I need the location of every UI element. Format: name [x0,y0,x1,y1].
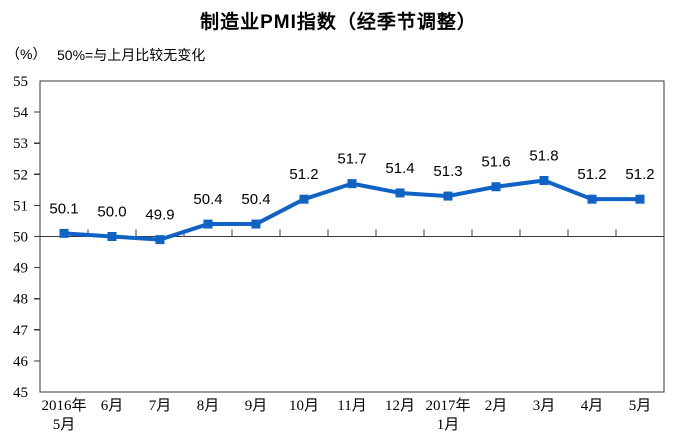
x-axis-label: 3月 [533,398,556,414]
data-point-label: 51.2 [577,166,606,183]
y-axis-label: 55 [13,74,28,90]
x-axis-label: 2月 [485,398,508,414]
data-point-marker [347,179,357,189]
data-point-label: 49.9 [145,207,174,224]
x-axis-label: 4月 [581,398,604,414]
data-point-marker [203,219,213,229]
data-point-marker [443,191,453,201]
x-axis-label: 5月 [629,398,652,414]
x-axis-label: 7月 [149,398,172,414]
x-axis-label: 11月 [337,398,366,414]
y-axis-label: 46 [13,354,29,370]
x-axis-label: 6月 [101,398,124,414]
data-point-marker [155,235,165,245]
data-point-marker [635,194,645,204]
data-point-label: 51.4 [385,160,414,177]
data-point-marker [59,228,69,238]
y-axis-label: 53 [13,136,28,152]
data-point-label: 51.2 [289,166,318,183]
y-axis-unit-label: （%） [6,46,47,62]
data-point-label: 50.1 [49,200,78,217]
data-point-marker [251,219,261,229]
y-axis-label: 48 [13,292,28,308]
data-point-label: 50.4 [193,191,222,208]
data-point-label: 50.0 [97,204,126,221]
data-point-label: 51.7 [337,151,366,168]
chart-title: 制造业PMI指数（经季节调整） [200,12,477,33]
data-point-label: 51.2 [625,166,654,183]
x-axis-label: 12月 [385,398,415,414]
data-point-marker [491,182,501,192]
data-point-label: 51.3 [433,163,462,180]
data-point-label: 51.6 [481,154,510,171]
y-axis-label: 49 [13,261,28,277]
x-axis-label: 8月 [197,398,220,414]
y-axis-label: 50 [13,230,28,246]
y-axis-label: 51 [13,198,28,214]
data-point-label: 51.8 [529,148,558,165]
data-point-marker [107,232,117,241]
data-point-label: 50.4 [241,191,270,208]
data-point-marker [539,176,549,186]
data-point-marker [587,194,597,204]
x-axis-label: 2017年 1月 [425,397,470,433]
y-axis-label: 52 [13,167,28,183]
y-axis-label: 47 [13,323,29,339]
data-point-marker [395,188,405,198]
x-axis-label: 2016年 5月 [41,397,86,433]
reference-note: 50%=与上月比较无变化 [57,47,206,63]
y-axis-label: 54 [13,105,29,121]
x-axis-label: 10月 [289,398,319,414]
data-point-marker [299,194,309,204]
x-axis-label: 9月 [245,398,268,414]
y-axis-label: 45 [13,385,28,401]
